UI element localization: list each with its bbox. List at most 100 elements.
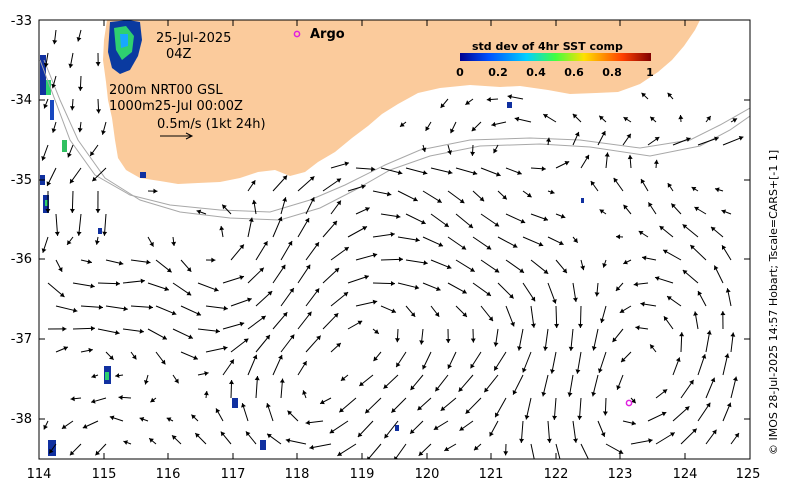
scale-label: 0.5m/s (1kt 24h) xyxy=(157,117,266,132)
current-arrowhead xyxy=(422,364,427,370)
current-arrowhead xyxy=(359,381,364,386)
current-arrowhead xyxy=(692,428,697,434)
current-arrowhead xyxy=(132,354,137,360)
current-arrowhead xyxy=(437,198,442,203)
current-arrowhead xyxy=(78,86,83,91)
current-arrowhead xyxy=(568,346,574,351)
colorbar-tick: 0.4 xyxy=(526,66,546,79)
current-arrowhead xyxy=(418,451,424,456)
current-arrowhead xyxy=(282,312,288,317)
y-tick-label: -37 xyxy=(11,332,32,347)
x-tick-label: 122 xyxy=(544,467,569,482)
current-arrowhead xyxy=(663,249,668,254)
depth-time-label: 1000m25-Jul 00:00Z xyxy=(109,99,243,114)
current-arrowhead xyxy=(305,420,310,426)
current-arrowhead xyxy=(334,268,340,273)
current-arrowhead xyxy=(245,431,251,437)
current-arrowhead xyxy=(277,216,283,222)
current-arrowhead xyxy=(417,405,423,411)
current-arrowhead xyxy=(543,346,548,351)
current-arrowhead xyxy=(72,307,78,313)
current-arrowhead xyxy=(538,241,544,247)
current-arrowhead xyxy=(371,166,376,172)
current-arrowhead xyxy=(604,152,610,157)
current-arrowhead xyxy=(613,177,619,183)
current-arrowhead xyxy=(711,226,716,232)
current-arrowhead xyxy=(648,438,653,444)
current-arrowhead xyxy=(468,223,473,228)
current-arrowhead xyxy=(724,353,730,358)
current-arrowhead xyxy=(465,100,471,105)
current-arrowhead xyxy=(684,406,690,411)
depth-model-label: 200m NRT00 GSL xyxy=(109,83,223,98)
current-arrowhead xyxy=(697,291,703,296)
current-arrowhead xyxy=(493,148,498,154)
current-arrowhead xyxy=(591,391,597,397)
current-arrowhead xyxy=(267,433,272,439)
colorbar-tick: 0.2 xyxy=(488,66,508,79)
current-arrowhead xyxy=(653,159,659,164)
current-arrowhead xyxy=(365,207,370,212)
current-arrowhead xyxy=(470,151,476,156)
current-arrowhead xyxy=(462,312,467,317)
current-arrowhead xyxy=(398,256,403,262)
current-arrowhead xyxy=(567,392,573,397)
current-arrowhead xyxy=(95,62,101,67)
current-arrowhead xyxy=(96,109,101,114)
current-arrowhead xyxy=(738,136,744,141)
current-arrowhead xyxy=(396,362,401,368)
current-arrowhead xyxy=(631,398,636,404)
current-arrowhead xyxy=(484,387,489,393)
current-arrowhead xyxy=(640,301,645,307)
current-arrowhead xyxy=(364,274,369,280)
current-arrowhead xyxy=(450,128,455,134)
current-arrowhead xyxy=(58,267,63,272)
current-arrowhead xyxy=(578,323,583,328)
current-arrowhead xyxy=(554,323,560,328)
current-arrowhead xyxy=(552,299,557,304)
current-arrowhead xyxy=(641,92,647,98)
current-arrowhead xyxy=(252,354,258,360)
x-tick-label: 123 xyxy=(608,467,633,482)
current-arrowhead xyxy=(384,433,389,439)
current-arrowhead xyxy=(372,299,378,305)
current-arrowhead xyxy=(440,103,446,108)
colorbar-ticks: 0 0.2 0.4 0.6 0.8 1 xyxy=(456,66,654,79)
current-arrowhead xyxy=(623,259,628,265)
current-arrowhead xyxy=(701,354,707,359)
current-arrowhead xyxy=(153,188,158,194)
current-arrowhead xyxy=(95,209,101,213)
current-arrowhead xyxy=(479,196,485,202)
current-arrowhead xyxy=(522,367,527,373)
current-arrowhead xyxy=(305,264,311,270)
colorbar-tick: 0 xyxy=(456,66,464,79)
current-arrowhead xyxy=(91,398,96,404)
current-arrowhead xyxy=(251,180,256,185)
current-arrowhead xyxy=(344,247,349,252)
current-arrowhead xyxy=(433,425,439,430)
current-arrowhead xyxy=(139,417,145,422)
x-tick-label: 121 xyxy=(479,467,504,482)
current-arrowhead xyxy=(144,380,149,385)
current-arrowhead xyxy=(517,170,522,175)
current-arrowhead xyxy=(436,286,441,291)
current-arrowhead xyxy=(662,389,668,394)
current-arrowhead xyxy=(229,380,234,385)
current-arrowhead xyxy=(77,127,83,133)
current-arrowhead xyxy=(92,176,97,182)
current-arrowhead xyxy=(550,189,555,195)
current-arrowhead xyxy=(710,377,716,383)
current-arrowhead xyxy=(601,131,606,136)
argo-float-marker xyxy=(625,399,633,407)
current-arrowhead xyxy=(239,244,244,250)
current-arrowhead xyxy=(650,344,655,350)
current-arrowhead xyxy=(678,115,684,120)
current-arrowhead xyxy=(191,414,196,420)
current-arrowhead xyxy=(289,288,294,293)
current-arrowhead xyxy=(316,335,321,341)
current-arrowhead xyxy=(43,103,48,109)
axis-ticks xyxy=(38,19,751,459)
current-arrowhead xyxy=(223,305,228,311)
current-arrowhead xyxy=(502,194,507,200)
current-arrowhead xyxy=(279,378,285,383)
